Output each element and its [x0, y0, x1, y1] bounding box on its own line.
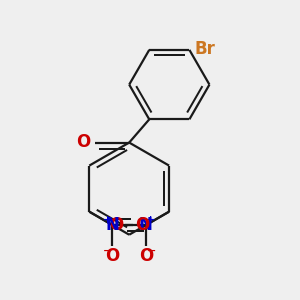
- Text: O: O: [76, 133, 91, 151]
- Text: +: +: [103, 215, 112, 225]
- Text: −: −: [147, 246, 156, 256]
- Text: −: −: [102, 246, 112, 256]
- Text: O: O: [135, 216, 149, 234]
- Text: O: O: [110, 216, 124, 234]
- Text: Br: Br: [194, 40, 215, 58]
- Text: O: O: [139, 247, 153, 265]
- Text: O: O: [105, 247, 120, 265]
- Text: N: N: [139, 216, 153, 234]
- Text: N: N: [106, 216, 119, 234]
- Text: +: +: [146, 215, 155, 225]
